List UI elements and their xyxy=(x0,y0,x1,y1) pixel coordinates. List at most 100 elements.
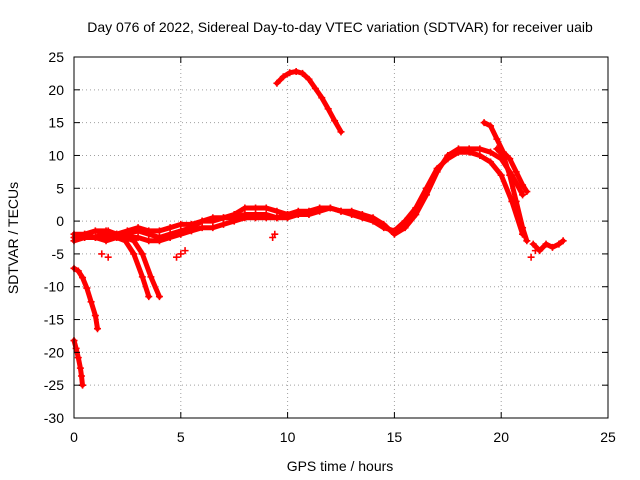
data-point xyxy=(173,253,181,261)
plot-frame xyxy=(73,56,609,419)
data-point xyxy=(294,207,302,215)
y-tick-label: -10 xyxy=(44,279,64,295)
data-point xyxy=(519,224,527,232)
series-arc-early-2 xyxy=(70,337,87,389)
data-point xyxy=(529,240,537,248)
series-arc-late-2 xyxy=(493,145,531,245)
data-point xyxy=(331,117,339,125)
data-point xyxy=(476,145,484,153)
data-point xyxy=(519,181,527,189)
axis-ticks xyxy=(73,56,609,419)
data-point xyxy=(380,220,388,228)
data-point xyxy=(273,79,281,87)
data-point xyxy=(465,145,473,153)
y-tick-label: 0 xyxy=(56,213,64,229)
data-point xyxy=(369,214,377,222)
data-point xyxy=(279,73,287,81)
y-tick-labels: -30 -25 -20 -15 -10 -5 0 5 10 15 20 25 xyxy=(44,49,64,426)
y-axis-title: SDTVAR / TECUs xyxy=(5,182,21,294)
data-point xyxy=(480,119,488,127)
series-arc-dips xyxy=(98,230,539,261)
data-point xyxy=(531,247,539,255)
data-point xyxy=(493,135,501,143)
data-point xyxy=(506,171,514,179)
data-point xyxy=(273,214,281,222)
data-point xyxy=(316,204,324,212)
data-point xyxy=(284,211,292,219)
data-point xyxy=(444,151,452,159)
data-point xyxy=(326,204,334,212)
x-tick-labels: 0 5 10 15 20 25 xyxy=(70,429,616,445)
data-point xyxy=(487,148,495,156)
series-arc-upper xyxy=(273,67,345,136)
data-point xyxy=(187,224,195,232)
data-point xyxy=(98,250,106,258)
y-tick-label: -30 xyxy=(44,410,64,426)
data-point xyxy=(358,211,366,219)
data-point xyxy=(134,234,142,241)
y-tick-label: 25 xyxy=(48,49,64,65)
data-point xyxy=(262,214,270,222)
data-point xyxy=(79,274,87,282)
y-tick-label: 20 xyxy=(48,82,64,98)
data-point xyxy=(74,267,82,275)
data-point xyxy=(252,214,260,222)
data-point xyxy=(145,230,153,238)
data-point xyxy=(527,253,535,261)
data-point xyxy=(476,151,484,159)
data-point xyxy=(548,243,556,251)
data-point xyxy=(155,293,163,301)
data-point xyxy=(181,247,189,255)
data-point xyxy=(166,230,174,238)
data-point xyxy=(74,354,82,362)
data-point xyxy=(252,204,260,212)
data-point xyxy=(318,94,326,102)
data-point xyxy=(93,325,101,333)
y-tick-label: -5 xyxy=(52,246,65,262)
y-tick-label: -20 xyxy=(44,344,64,360)
y-tick-label: -25 xyxy=(44,377,64,393)
data-point xyxy=(198,224,206,232)
data-point xyxy=(104,227,112,235)
data-point xyxy=(230,211,238,219)
chart-title: Day 076 of 2022, Sidereal Day-to-day VTE… xyxy=(87,19,593,35)
x-tick-label: 5 xyxy=(177,429,185,445)
data-point xyxy=(454,145,462,153)
data-point xyxy=(177,250,185,258)
data-point xyxy=(81,230,89,238)
data-point xyxy=(121,234,129,241)
data-point xyxy=(493,145,501,153)
data-point xyxy=(292,67,300,75)
data-point xyxy=(79,381,87,389)
data-point xyxy=(198,217,206,225)
data-point xyxy=(337,207,345,215)
data-point xyxy=(487,158,495,166)
data-point xyxy=(499,151,507,159)
x-tick-label: 25 xyxy=(600,429,616,445)
data-point xyxy=(220,220,228,228)
data-point xyxy=(324,105,332,113)
y-tick-label: 5 xyxy=(56,180,64,196)
data-point xyxy=(76,364,84,372)
data-point xyxy=(104,253,112,261)
data-point xyxy=(145,237,153,245)
y-tick-label: -15 xyxy=(44,312,64,328)
data-point xyxy=(519,191,527,199)
data-point xyxy=(271,230,279,238)
data-point xyxy=(487,122,495,130)
data-point xyxy=(523,237,531,245)
data-point xyxy=(209,214,217,222)
x-tick-label: 20 xyxy=(493,429,509,445)
data-point xyxy=(138,250,146,258)
data-point xyxy=(130,250,138,258)
series-arc-drop-2 xyxy=(104,227,163,301)
data-point xyxy=(299,69,307,77)
x-tick-label: 10 xyxy=(280,429,296,445)
data-point xyxy=(241,214,249,222)
series-arc-early-1 xyxy=(70,264,101,333)
y-tick-label: 10 xyxy=(48,147,64,163)
data-point xyxy=(77,372,85,380)
data-point xyxy=(305,207,313,215)
data-point xyxy=(506,155,514,163)
